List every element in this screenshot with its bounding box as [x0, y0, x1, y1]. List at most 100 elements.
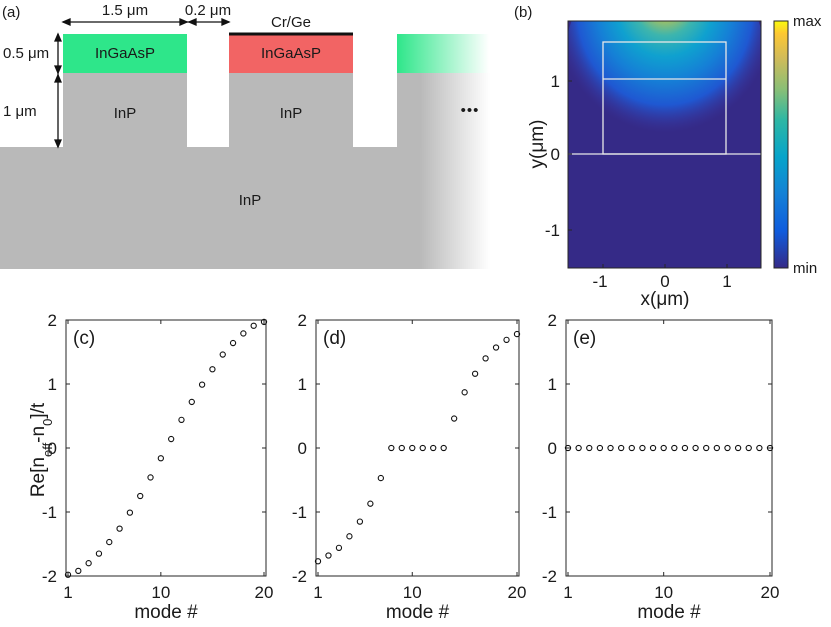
waveguide-outline: [568, 41, 761, 155]
y-tick-label: 0: [48, 439, 57, 458]
data-point: [356, 518, 364, 525]
data-point: [240, 330, 247, 337]
gap-label: 0.2 μm: [185, 2, 231, 19]
data-point: [649, 444, 657, 452]
data-point: [607, 444, 614, 452]
data-point: [451, 415, 458, 422]
cap-left-label: InGaAsP: [95, 45, 155, 62]
y-tick-label: -1: [42, 503, 57, 522]
colorbar-min: min: [793, 260, 817, 277]
data-point: [137, 492, 144, 500]
data-point: [513, 330, 521, 338]
b-ytick-0: 0: [551, 145, 560, 164]
ridge-mid: [229, 73, 353, 148]
data-point: [198, 381, 206, 388]
data-point: [95, 550, 103, 557]
data-point: [260, 318, 268, 326]
colorbar-max: max: [793, 13, 822, 30]
x-tick-label: 20: [761, 583, 780, 602]
data-point: [409, 444, 416, 452]
data-point: [64, 571, 72, 578]
y-tick-label: 2: [298, 311, 307, 330]
cap-mid-loss: [229, 34, 353, 73]
height-ridge-label: 1 μm: [3, 103, 37, 120]
data-point: [314, 558, 322, 565]
cap-left-gain: [63, 34, 187, 73]
x-tick-label: 1: [563, 583, 572, 602]
b-xtick-1: 1: [722, 272, 731, 291]
cap-mid-label: InGaAsP: [261, 45, 321, 62]
ridge-left: [63, 73, 187, 148]
data-point: [660, 444, 667, 452]
y-tick-label: 2: [548, 311, 557, 330]
b-xtick-neg1: -1: [592, 272, 607, 291]
data-point: [756, 444, 763, 452]
data-point: [575, 444, 582, 452]
b-xlabel: x(μm): [641, 289, 690, 310]
data-point: [482, 355, 489, 362]
data-point: [461, 389, 468, 396]
data-point: [503, 336, 510, 343]
y-tick-label: -2: [42, 567, 57, 586]
y-tick-label: 1: [548, 375, 557, 394]
data-point: [106, 538, 113, 546]
data-point: [147, 474, 154, 481]
data-point: [168, 435, 175, 443]
data-point: [671, 444, 678, 452]
data-point: [440, 444, 447, 452]
x-tick-label: 20: [255, 583, 274, 602]
y-tick-label: -2: [292, 567, 307, 586]
data-point: [639, 444, 646, 452]
data-point: [250, 322, 257, 329]
data-point: [229, 339, 237, 347]
y-tick-label: 1: [298, 375, 307, 394]
y-tick-label: -1: [292, 503, 307, 522]
data-point: [325, 552, 332, 559]
data-point: [734, 444, 742, 452]
b-ytick-neg1: -1: [545, 221, 560, 240]
data-point: [713, 444, 720, 452]
data-point: [157, 455, 164, 462]
y-tick-label: 0: [298, 439, 307, 458]
y-tick-label: 1: [48, 375, 57, 394]
data-point: [586, 444, 593, 452]
data-point: [75, 567, 82, 575]
data-point: [471, 370, 479, 377]
colorbar: [773, 20, 789, 269]
y-tick-label: -2: [542, 567, 557, 586]
data-point: [618, 444, 625, 452]
x-axis-label: mode #: [386, 602, 450, 623]
ridge-mid-label: InP: [280, 105, 303, 122]
data-point: [388, 444, 395, 452]
data-point: [492, 344, 500, 351]
substrate-fade: [420, 73, 490, 269]
x-tick-label: 10: [151, 583, 170, 602]
data-point: [219, 351, 226, 358]
data-point: [692, 444, 699, 452]
data-point: [116, 525, 123, 532]
data-point: [703, 444, 710, 452]
data-point: [398, 444, 405, 452]
y-tick-label: -1: [542, 503, 557, 522]
mode-field-profile: [568, 21, 761, 170]
axes-frame: [65, 319, 267, 577]
data-point: [596, 444, 604, 452]
panel-b-label: (b): [514, 4, 532, 21]
scatter-ylabel: Re[neff-n0]/t: [28, 402, 55, 497]
width-label: 1.5 μm: [102, 2, 148, 19]
data-point: [419, 444, 426, 452]
height-cap-label: 0.5 μm: [3, 45, 49, 62]
x-tick-label: 1: [63, 583, 72, 602]
data-point: [346, 533, 353, 540]
panel-b: (b) -1 0 1 1 0 -1 x(μm) y(μm) max min: [514, 4, 822, 310]
data-point: [377, 474, 384, 482]
panel-label: (d): [323, 328, 346, 349]
data-point: [681, 444, 689, 452]
y-tick-label: 2: [48, 311, 57, 330]
x-tick-label: 10: [654, 583, 673, 602]
data-point: [724, 444, 731, 452]
